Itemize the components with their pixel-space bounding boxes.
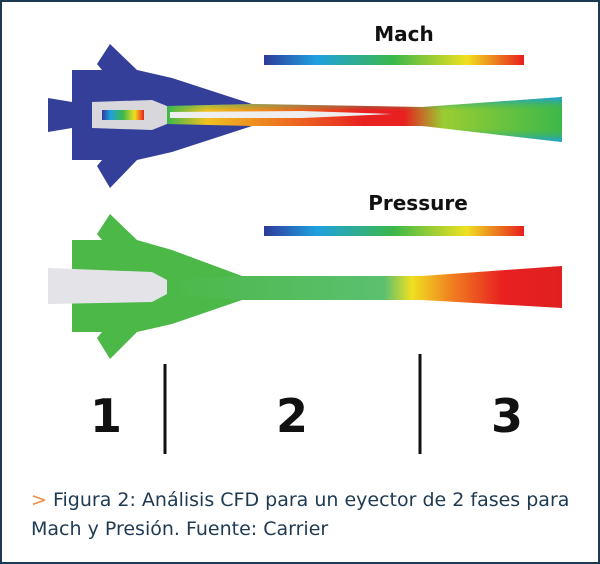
section-3-label: 3 (491, 389, 523, 443)
mach-nozzle-jet (102, 110, 144, 120)
caption-marker: > (31, 489, 47, 511)
figure-caption: > Figura 2: Análisis CFD para un eyector… (31, 486, 591, 544)
caption-text: Figura 2: Análisis CFD para un eyector d… (31, 489, 570, 540)
pressure-colorbar (264, 226, 524, 236)
section-1-label: 1 (90, 389, 122, 443)
pressure-panel: Pressure (48, 191, 562, 359)
pressure-flow-field (167, 266, 562, 308)
pressure-title: Pressure (368, 191, 468, 215)
section-labels: 1 2 3 (90, 354, 523, 454)
mach-core (170, 111, 392, 118)
mach-panel: Mach (48, 22, 562, 188)
pressure-nozzle (48, 268, 167, 304)
mach-title: Mach (374, 22, 434, 46)
mach-colorbar (264, 55, 524, 65)
section-2-label: 2 (276, 389, 308, 443)
